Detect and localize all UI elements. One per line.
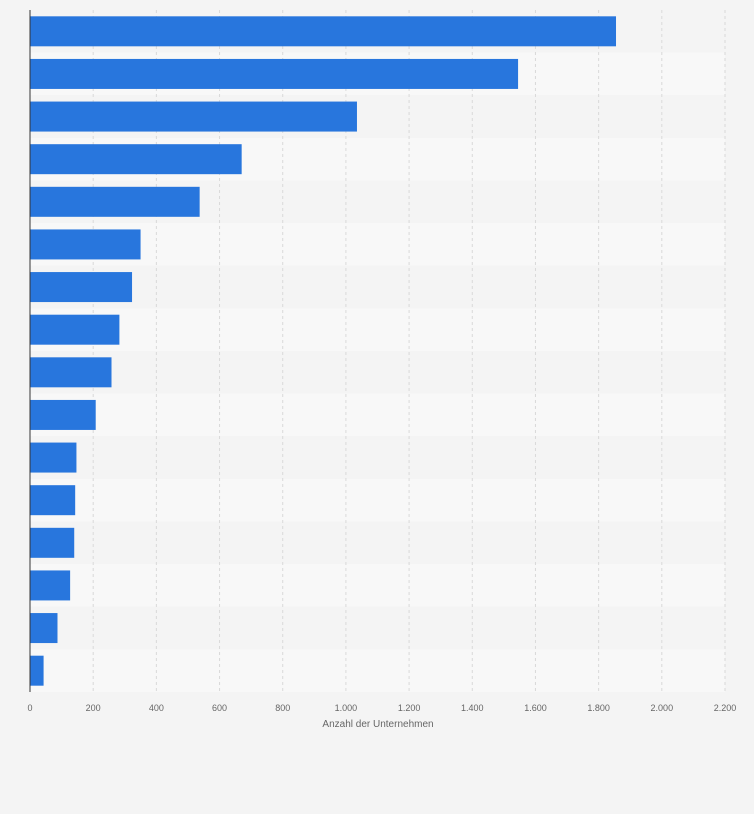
- row-band: [30, 478, 725, 522]
- bar: [30, 527, 75, 558]
- row-band: [30, 564, 725, 607]
- x-axis-label: Anzahl der Unternehmen: [322, 719, 433, 730]
- bar: [30, 58, 519, 89]
- bar: [30, 144, 242, 175]
- bar: [30, 186, 200, 217]
- x-tick-label: 2.200: [714, 703, 737, 713]
- bar: [30, 442, 77, 473]
- bar: [30, 314, 120, 345]
- bar: [30, 485, 76, 516]
- bar: [30, 357, 112, 388]
- x-tick-label: 1.200: [398, 703, 421, 713]
- x-tick-label: 800: [275, 703, 290, 713]
- x-tick-label: 2.000: [651, 703, 674, 713]
- row-band: [30, 223, 725, 266]
- row-band: [30, 436, 725, 479]
- x-tick-label: 1.400: [461, 703, 484, 713]
- bars: [30, 16, 617, 686]
- row-band: [30, 606, 725, 650]
- row-band: [30, 308, 725, 351]
- bar: [30, 655, 44, 686]
- x-tick-label: 1.600: [524, 703, 547, 713]
- row-band: [30, 351, 725, 394]
- row-band: [30, 521, 725, 565]
- row-band: [30, 649, 725, 692]
- bar: [30, 272, 133, 303]
- bar: [30, 399, 96, 430]
- x-tick-label: 400: [149, 703, 164, 713]
- bar: [30, 229, 141, 260]
- x-tick-label: 0: [27, 703, 32, 713]
- bar: [30, 613, 58, 644]
- bar: [30, 16, 617, 47]
- row-band: [30, 265, 725, 309]
- bar: [30, 570, 71, 601]
- x-tick-label: 200: [86, 703, 101, 713]
- x-tick-labels: 0 200 400 600 800 1.000 1.200 1.400 1.600 1.800 2.…: [27, 703, 736, 713]
- bar: [30, 101, 357, 132]
- x-tick-label: 600: [212, 703, 227, 713]
- row-band: [30, 393, 725, 437]
- x-tick-label: 1.800: [587, 703, 610, 713]
- x-tick-label: 1.000: [335, 703, 358, 713]
